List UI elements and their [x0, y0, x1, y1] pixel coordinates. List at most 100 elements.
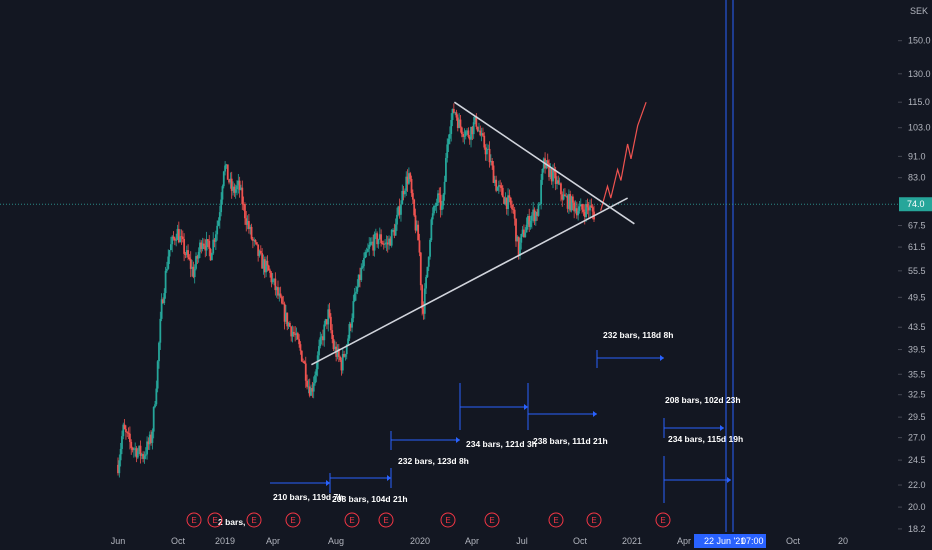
candle-body — [217, 220, 220, 226]
candle — [419, 252, 422, 291]
candle — [446, 138, 449, 163]
candle-body — [265, 260, 267, 273]
earnings-marker-circle — [548, 512, 564, 528]
candle — [386, 235, 389, 253]
candle-body — [589, 205, 591, 211]
earnings-marker[interactable]: E — [548, 512, 564, 528]
candle-body — [241, 187, 244, 205]
candle — [423, 283, 426, 320]
crosshair-date-badge — [694, 534, 766, 548]
candle — [274, 272, 277, 296]
candle — [150, 429, 152, 446]
candle-body — [405, 176, 408, 191]
candle-body — [467, 130, 470, 137]
candle-body — [550, 168, 553, 182]
candle — [471, 126, 474, 141]
candle-body — [323, 324, 326, 341]
candle-body — [401, 190, 404, 205]
candle — [212, 232, 215, 255]
candle-body — [415, 224, 418, 231]
candle-body — [464, 131, 467, 136]
y-tick-label: 83.0 — [908, 173, 926, 183]
candle — [183, 233, 186, 262]
candle-body — [275, 287, 278, 291]
candle-body — [530, 215, 533, 221]
earnings-marker[interactable]: E — [484, 512, 500, 528]
candle-body — [175, 239, 178, 241]
earnings-marker[interactable]: E — [344, 512, 360, 528]
candle-body — [499, 185, 502, 186]
candle — [117, 457, 119, 476]
candle-body — [513, 209, 516, 219]
candles — [117, 103, 595, 478]
earnings-marker[interactable]: E — [285, 512, 301, 528]
candle-body — [348, 324, 351, 339]
candle-body — [475, 116, 478, 127]
candle — [197, 247, 200, 263]
candle-body — [380, 234, 383, 244]
measurement-arrowhead — [727, 477, 731, 483]
candle — [582, 203, 585, 216]
earnings-marker[interactable]: E — [378, 512, 394, 528]
candle-body — [207, 239, 209, 241]
candle-body — [353, 293, 356, 302]
candle — [575, 201, 578, 219]
earnings-marker[interactable]: E — [655, 512, 671, 528]
candle-body — [466, 130, 468, 132]
candle-body — [320, 336, 323, 338]
candle — [308, 378, 311, 398]
candle-body — [123, 424, 126, 430]
candle — [185, 245, 188, 258]
candle — [163, 288, 166, 305]
earnings-marker-circle — [285, 512, 301, 528]
candle — [144, 447, 147, 460]
candle-body — [369, 242, 372, 245]
candle-body — [487, 148, 490, 150]
candle-body — [417, 224, 420, 241]
candle — [205, 231, 208, 257]
earnings-marker[interactable]: E — [440, 512, 456, 528]
candle-body — [364, 252, 367, 259]
candle — [328, 302, 331, 319]
candle-body — [423, 288, 426, 314]
candle — [519, 237, 521, 260]
candle — [312, 376, 315, 399]
candle — [427, 256, 430, 272]
candle — [191, 259, 193, 277]
candle-body — [142, 454, 145, 459]
candle-body — [191, 266, 193, 269]
candle-body — [328, 309, 331, 317]
earnings-marker[interactable]: E — [246, 512, 262, 528]
y-tick-label: 35.5 — [908, 369, 926, 379]
candle — [318, 339, 320, 362]
candle-body — [143, 455, 146, 459]
candle-body — [566, 196, 569, 209]
earnings-marker-circle — [440, 512, 456, 528]
candle-body — [500, 185, 503, 188]
measurement-label: 232 bars, 118d 8h — [603, 330, 673, 340]
candle-body — [118, 460, 121, 474]
candle-body — [250, 226, 253, 239]
candle-body — [450, 119, 453, 134]
candle — [524, 227, 527, 238]
candle-body — [138, 445, 141, 452]
earnings-marker[interactable]: E — [186, 512, 202, 528]
candle — [452, 103, 455, 114]
candle — [455, 109, 458, 121]
candle — [404, 188, 406, 198]
candle — [433, 204, 435, 216]
candle-body — [228, 179, 230, 183]
candle — [413, 198, 416, 217]
candle — [405, 171, 408, 196]
candle-body — [524, 232, 527, 238]
candle — [159, 311, 162, 350]
earnings-marker[interactable]: E — [586, 512, 602, 528]
candle — [520, 233, 523, 250]
candle-body — [196, 256, 199, 259]
candle — [497, 180, 500, 194]
earnings-marker[interactable]: E — [207, 512, 223, 528]
earnings-marker-label: E — [349, 516, 354, 525]
candle — [491, 158, 494, 170]
